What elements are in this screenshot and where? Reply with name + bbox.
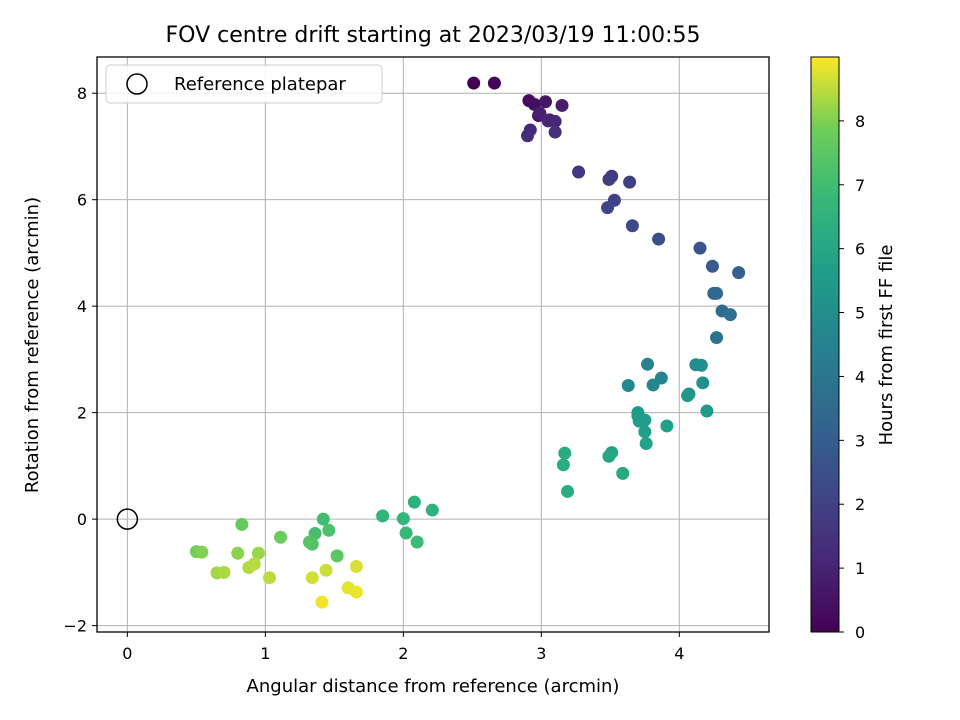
data-point xyxy=(247,557,261,571)
data-point xyxy=(646,378,660,392)
data-point xyxy=(235,517,249,531)
y-tick-label: −2 xyxy=(63,617,87,636)
colorbar-tick-label: 7 xyxy=(855,176,865,195)
colorbar-tick-label: 2 xyxy=(855,495,865,514)
data-point xyxy=(399,526,413,540)
data-point xyxy=(660,419,674,433)
data-point xyxy=(195,545,209,559)
data-point xyxy=(632,414,646,428)
data-point xyxy=(410,535,424,549)
data-point xyxy=(652,232,666,246)
data-point xyxy=(407,495,421,509)
data-point xyxy=(696,376,710,390)
data-point xyxy=(322,523,336,537)
plot-frame xyxy=(96,56,770,633)
y-axis-title: Rotation from reference (arcmin) xyxy=(22,197,43,493)
data-point xyxy=(641,357,655,371)
chart-title: FOV centre drift starting at 2023/03/19 … xyxy=(166,23,701,48)
data-point xyxy=(217,565,231,579)
data-points xyxy=(189,76,746,609)
legend-box xyxy=(105,64,383,104)
data-point xyxy=(602,172,616,186)
data-point xyxy=(693,241,707,255)
colorbar xyxy=(810,56,840,633)
data-point xyxy=(487,76,501,90)
data-point xyxy=(303,535,317,549)
data-point xyxy=(602,449,616,463)
y-axis-ticks: −2 0 2 4 6 8 xyxy=(63,84,97,636)
colorbar-title: Hours from first FF file xyxy=(876,245,897,446)
data-point xyxy=(316,512,330,526)
reference-platepar-marker xyxy=(116,508,139,530)
legend-marker-open-circle xyxy=(126,73,148,95)
data-point xyxy=(538,95,552,109)
data-point xyxy=(231,546,245,560)
data-point xyxy=(319,563,333,577)
data-point xyxy=(601,201,615,215)
colorbar-tick-label: 1 xyxy=(855,559,865,578)
data-point xyxy=(349,560,363,574)
colorbar-tick-label: 4 xyxy=(855,367,865,386)
legend: Reference platepar xyxy=(105,64,383,104)
data-point xyxy=(572,165,586,179)
data-point xyxy=(723,308,737,322)
data-point xyxy=(700,404,714,418)
data-point xyxy=(425,503,439,517)
data-point xyxy=(681,389,695,403)
legend-label-reference-platepar: Reference platepar xyxy=(174,74,346,95)
data-point xyxy=(616,466,630,480)
data-point xyxy=(621,378,635,392)
data-point xyxy=(623,175,637,189)
y-tick-label: 0 xyxy=(77,510,87,529)
data-point xyxy=(521,129,535,143)
data-point xyxy=(305,571,319,585)
data-point xyxy=(548,114,562,128)
data-point xyxy=(561,484,575,498)
data-point xyxy=(315,595,329,609)
data-point xyxy=(548,125,562,139)
colorbar-tick-label: 0 xyxy=(855,623,865,642)
data-point xyxy=(330,549,344,563)
data-point xyxy=(556,458,570,472)
y-tick-label: 2 xyxy=(77,404,87,423)
data-point xyxy=(638,425,652,439)
y-tick-label: 8 xyxy=(77,84,87,103)
data-point xyxy=(705,259,719,273)
colorbar-ticks: 0 1 2 3 4 5 6 7 8 xyxy=(839,112,865,642)
data-point xyxy=(376,509,390,523)
y-tick-label: 6 xyxy=(77,191,87,210)
data-point xyxy=(639,437,653,451)
data-point xyxy=(274,530,288,544)
data-point xyxy=(251,546,265,560)
data-point xyxy=(349,585,363,599)
data-point xyxy=(558,446,572,460)
colorbar-tick-label: 3 xyxy=(855,431,865,450)
colorbar-tick-label: 8 xyxy=(855,112,865,131)
y-tick-label: 4 xyxy=(77,297,87,316)
data-point xyxy=(396,512,410,526)
data-point xyxy=(694,358,708,372)
x-tick-label: 0 xyxy=(122,644,132,663)
x-axis-title: Angular distance from reference (arcmin) xyxy=(247,676,620,697)
colorbar-tick-label: 5 xyxy=(855,304,865,323)
data-point xyxy=(262,571,276,585)
data-point xyxy=(732,266,746,280)
data-point xyxy=(467,76,481,90)
x-tick-label: 4 xyxy=(674,644,684,663)
x-tick-label: 1 xyxy=(260,644,270,663)
colorbar-tick-label: 6 xyxy=(855,240,865,259)
data-point xyxy=(625,219,639,233)
x-axis-ticks: 0 1 2 3 4 xyxy=(122,632,684,663)
data-point xyxy=(710,286,724,300)
data-point xyxy=(710,331,724,345)
x-tick-label: 3 xyxy=(536,644,546,663)
x-tick-label: 2 xyxy=(398,644,408,663)
data-point xyxy=(555,98,569,112)
data-point xyxy=(533,106,547,120)
